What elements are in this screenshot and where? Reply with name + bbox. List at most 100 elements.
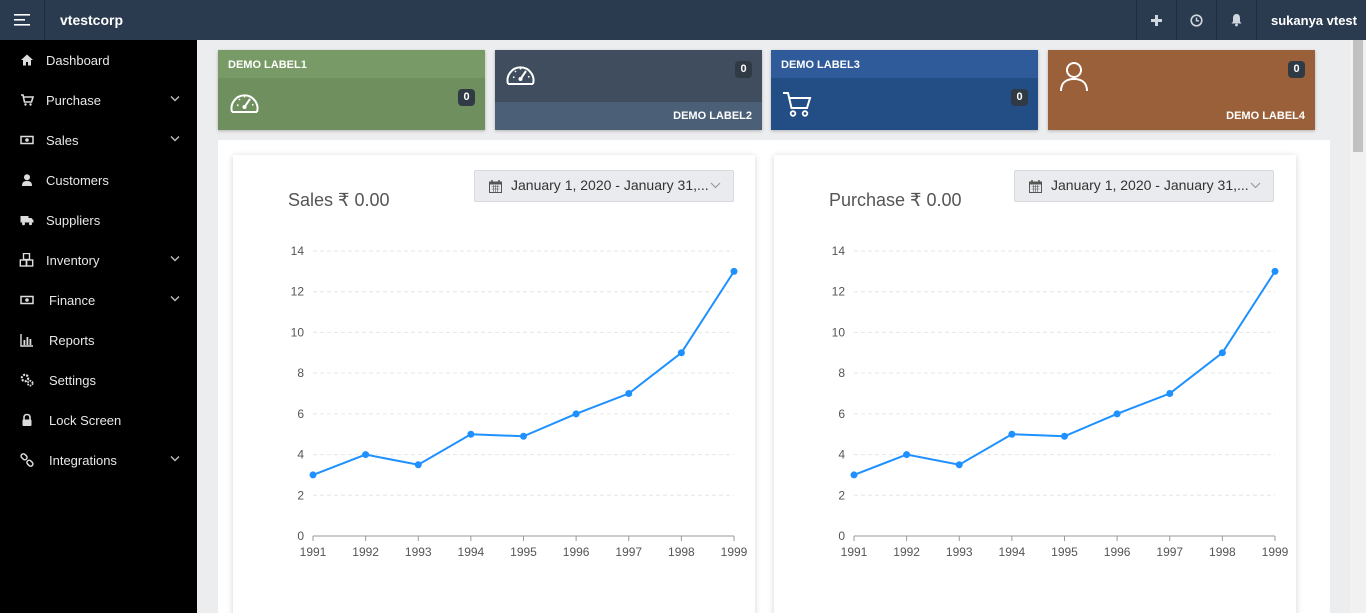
sidebar-item-customers[interactable]: Customers: [0, 160, 197, 200]
y-tick-label: 2: [838, 488, 845, 502]
cubes-icon: [19, 253, 34, 267]
plus-icon: [1151, 14, 1162, 26]
data-point: [903, 451, 911, 459]
sidebar-item-lock-screen[interactable]: Lock Screen: [0, 400, 197, 440]
y-tick-label: 6: [297, 407, 304, 421]
data-point: [955, 461, 963, 469]
bar-chart-icon: [20, 334, 33, 347]
money-icon: [20, 135, 34, 145]
notifications-button[interactable]: [1216, 0, 1256, 40]
sidebar-item-integrations[interactable]: Integrations: [0, 440, 197, 480]
sidebar-item-label: Suppliers: [46, 213, 101, 228]
sidebar-item-label: Purchase: [46, 93, 101, 108]
data-point: [850, 471, 858, 479]
sidebar-item-label: Settings: [49, 373, 96, 388]
x-tick-label: 1991: [841, 545, 868, 559]
add-button[interactable]: [1136, 0, 1176, 40]
data-point: [677, 349, 685, 357]
stat-tile-2[interactable]: 0 DEMO LABEL2: [495, 50, 762, 130]
chevron-down-icon: [1250, 182, 1261, 189]
purchase-chart-card: Purchase ₹ 0.00 January 1, 2020 - Januar…: [774, 155, 1296, 613]
home-icon: [21, 54, 33, 66]
stat-tile-4[interactable]: 0 DEMO LABEL4: [1048, 50, 1315, 130]
data-point: [625, 390, 633, 397]
tile-count-badge: 0: [1288, 61, 1305, 78]
x-tick-label: 1998: [1209, 545, 1236, 559]
chevron-down-icon: [170, 135, 180, 142]
data-point: [1166, 390, 1174, 397]
x-tick-label: 1996: [563, 545, 590, 559]
sidebar-item-settings[interactable]: Settings: [0, 360, 197, 400]
scrollbar-thumb[interactable]: [1353, 40, 1363, 152]
y-tick-label: 12: [832, 285, 846, 299]
chevron-down-icon: [170, 255, 180, 262]
sidebar-item-purchase[interactable]: Purchase: [0, 80, 197, 120]
data-point: [572, 410, 580, 418]
y-tick-label: 4: [838, 448, 845, 462]
tile-label: DEMO LABEL4: [1226, 110, 1305, 122]
sidebar-item-reports[interactable]: Reports: [0, 320, 197, 360]
x-tick-label: 1995: [1051, 545, 1078, 559]
x-tick-label: 1992: [893, 545, 920, 559]
x-tick-label: 1992: [352, 545, 379, 559]
x-tick-label: 1997: [615, 545, 642, 559]
data-point: [1218, 349, 1226, 357]
data-point: [1113, 410, 1121, 418]
money-icon: [20, 295, 34, 305]
page-scrollbar[interactable]: [1350, 40, 1366, 613]
sidebar-item-inventory[interactable]: Inventory: [0, 240, 197, 280]
user-menu[interactable]: sukanya vtest: [1256, 0, 1366, 40]
calendar-icon: [489, 180, 502, 193]
user-icon: [1060, 62, 1088, 92]
data-point: [1061, 432, 1068, 440]
x-tick-label: 1991: [300, 545, 327, 559]
data-point: [309, 471, 317, 479]
sidebar: Dashboard Purchase Sales Customers Suppl…: [0, 40, 197, 613]
x-tick-label: 1993: [405, 545, 432, 559]
lock-icon: [22, 413, 32, 426]
tile-count-badge: 0: [458, 89, 475, 106]
bell-icon: [1231, 14, 1242, 27]
history-button[interactable]: [1176, 0, 1216, 40]
y-tick-label: 6: [838, 407, 845, 421]
x-tick-label: 1996: [1104, 545, 1131, 559]
hamburger-icon: [14, 14, 30, 26]
data-point: [1008, 430, 1016, 438]
y-tick-label: 0: [838, 529, 845, 543]
card-title: Purchase ₹ 0.00: [829, 190, 962, 210]
sidebar-item-dashboard[interactable]: Dashboard: [0, 40, 197, 80]
y-tick-label: 14: [291, 244, 305, 258]
y-tick-label: 10: [291, 325, 305, 339]
stat-tile-3[interactable]: DEMO LABEL3 0: [771, 50, 1038, 130]
sidebar-item-label: Integrations: [49, 453, 117, 468]
data-point: [520, 432, 527, 440]
date-range-picker[interactable]: January 1, 2020 - January 31,...: [474, 170, 734, 202]
sidebar-item-sales[interactable]: Sales: [0, 120, 197, 160]
sidebar-item-label: Customers: [46, 173, 109, 188]
calendar-icon: [1029, 180, 1042, 193]
y-tick-label: 14: [832, 244, 846, 258]
sidebar-item-label: Dashboard: [46, 53, 110, 68]
x-tick-label: 1999: [1262, 545, 1289, 559]
tile-label: DEMO LABEL1: [228, 59, 307, 71]
data-point: [1271, 267, 1279, 275]
cart-icon: [783, 92, 812, 117]
sidebar-item-label: Inventory: [46, 253, 100, 268]
brand-name[interactable]: vtestcorp: [60, 12, 124, 28]
sales-line-chart: 0 2 4 6 8 10 12 14 1991 1992 1993 1994 1995 1996 1997 1…: [291, 244, 748, 559]
tile-count-badge: 0: [1011, 89, 1028, 106]
user-icon: [22, 174, 32, 186]
stat-tile-1[interactable]: DEMO LABEL1 0: [218, 50, 485, 130]
x-tick-label: 1993: [946, 545, 973, 559]
sidebar-item-label: Sales: [46, 133, 79, 148]
top-bar: vtestcorp sukanya vtest: [0, 0, 1366, 40]
data-point: [414, 461, 422, 469]
sidebar-item-suppliers[interactable]: Suppliers: [0, 200, 197, 240]
y-tick-label: 8: [838, 366, 845, 380]
date-range-picker[interactable]: January 1, 2020 - January 31,...: [1014, 170, 1274, 202]
sidebar-item-finance[interactable]: Finance: [0, 280, 197, 320]
tile-label: DEMO LABEL2: [673, 110, 752, 122]
sidebar-toggle-button[interactable]: [0, 0, 45, 40]
purchase-line-chart: 0 2 4 6 8 10 12 14 1991 1992 1993 1994 1995 1996 1997 1…: [832, 244, 1289, 559]
chevron-down-icon: [170, 295, 180, 302]
